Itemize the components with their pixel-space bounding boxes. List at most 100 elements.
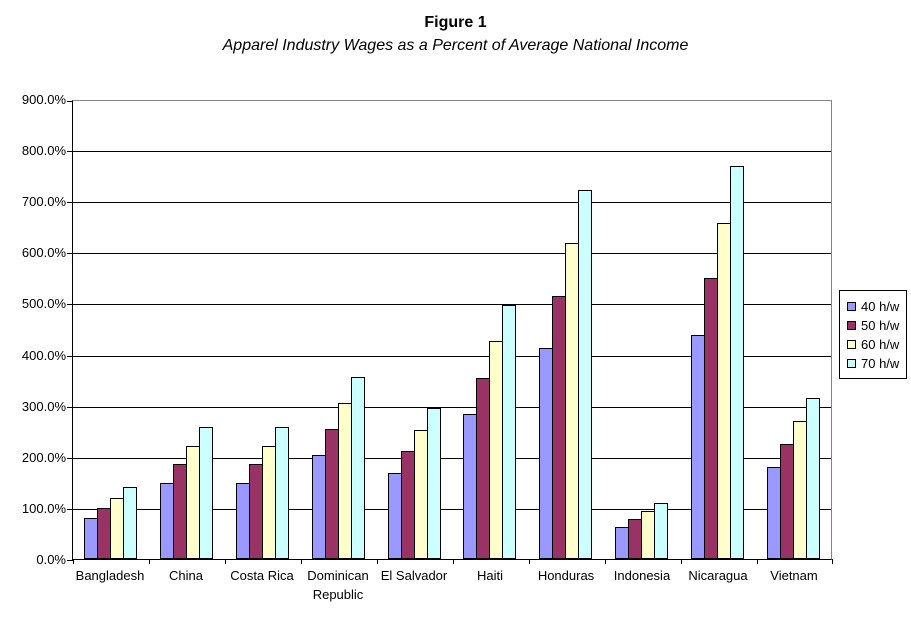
legend-item: 50 h/w: [847, 316, 906, 335]
y-axis-tick-label: 0.0%: [36, 552, 66, 567]
bar-50-h-w: [703, 278, 718, 559]
bar-40-h-w: [539, 348, 554, 559]
x-axis-category-label: Honduras: [537, 568, 595, 583]
y-axis-tick: [67, 406, 73, 408]
x-axis-tick: [225, 559, 226, 564]
x-axis-tick: [149, 559, 150, 564]
x-axis-category-label: Haiti: [476, 568, 503, 583]
y-axis-tick-label: 500.0%: [21, 296, 66, 312]
bar-50-h-w: [324, 429, 339, 559]
bar-group-dominican-republic: [300, 101, 376, 559]
x-axis-category-label: Vietnam: [770, 568, 818, 583]
bar-group-bangladesh: [73, 101, 149, 559]
bar-group-china: [149, 101, 225, 559]
bar-70-h-w: [426, 408, 441, 559]
x-axis-tick: [529, 559, 530, 564]
gridline: [73, 202, 831, 204]
legend-label: 60 h/w: [861, 337, 900, 352]
y-axis-tick: [67, 457, 73, 459]
y-axis-tick: [67, 101, 73, 102]
bar-60-h-w: [640, 511, 655, 559]
y-axis-tick: [67, 151, 73, 153]
bar-40-h-w: [614, 527, 629, 559]
legend-swatch-icon: [847, 359, 856, 368]
legend-swatch-icon: [847, 340, 856, 349]
legend-item: 40 h/w: [847, 297, 906, 316]
bar-group-haiti: [452, 101, 528, 559]
legend-label: 40 h/w: [861, 299, 900, 314]
bar-60-h-w: [337, 403, 352, 559]
bar-50-h-w: [476, 378, 491, 559]
y-axis-tick-label: 300.0%: [21, 398, 66, 414]
bar-60-h-w: [186, 446, 201, 559]
bar-40-h-w: [235, 483, 250, 559]
x-axis-tick: [377, 559, 378, 564]
bar-70-h-w: [805, 398, 820, 559]
x-axis-tick: [605, 559, 606, 564]
bar-50-h-w: [400, 451, 415, 559]
bar-group-el-salvador: [376, 101, 452, 559]
gridline: [73, 457, 831, 459]
gridline: [73, 253, 831, 255]
y-axis-tick: [67, 304, 73, 306]
gridline: [73, 406, 831, 408]
bar-40-h-w: [160, 483, 175, 559]
bar-40-h-w: [84, 518, 99, 559]
bar-70-h-w: [729, 166, 744, 559]
bar-40-h-w: [387, 473, 402, 559]
legend-swatch-icon: [847, 302, 856, 311]
x-axis-category-label: Indonesia: [613, 568, 671, 583]
gridline: [73, 508, 831, 510]
x-axis-category-label: El Salvador: [380, 568, 448, 583]
chart-subtitle: Apparel Industry Wages as a Percent of A…: [222, 37, 689, 54]
x-axis-tick: [757, 559, 758, 564]
x-axis-tick: [73, 559, 74, 564]
bar-60-h-w: [792, 421, 807, 559]
legend-item: 70 h/w: [847, 354, 906, 373]
x-axis-tick: [453, 559, 454, 564]
chart-title-block: Figure 1 Apparel Industry Wages as a Per…: [0, 12, 911, 57]
gridline: [73, 304, 831, 306]
gridline: [73, 151, 831, 153]
legend-item: 60 h/w: [847, 335, 906, 354]
x-axis-tick: [301, 559, 302, 564]
bar-60-h-w: [489, 341, 504, 559]
y-axis-tick-label: 400.0%: [21, 347, 66, 363]
y-axis-tick: [67, 508, 73, 510]
bar-50-h-w: [779, 444, 794, 559]
bar-40-h-w: [766, 467, 781, 559]
bar-50-h-w: [627, 519, 642, 559]
bar-60-h-w: [413, 430, 428, 559]
bar-60-h-w: [716, 223, 731, 559]
y-axis-tick: [67, 355, 73, 357]
legend-label: 50 h/w: [861, 318, 900, 333]
gridline: [73, 355, 831, 357]
x-axis-labels: Bangladesh China Costa Rica Dominican Repub…: [72, 566, 832, 604]
x-axis-category-label: China: [169, 568, 203, 583]
bar-50-h-w: [97, 508, 112, 559]
bar-group-nicaragua: [679, 101, 755, 559]
bar-60-h-w: [565, 243, 580, 559]
x-axis-category-label: Dominican Republic: [307, 568, 369, 602]
chart-title: Figure 1: [424, 14, 487, 31]
bar-50-h-w: [173, 464, 188, 559]
bar-40-h-w: [690, 335, 705, 559]
y-axis-tick: [67, 202, 73, 204]
bar-70-h-w: [199, 427, 214, 559]
bar-50-h-w: [248, 464, 263, 559]
x-axis-tick: [832, 559, 833, 564]
bar-group-indonesia: [604, 101, 680, 559]
bar-70-h-w: [502, 305, 517, 559]
bar-70-h-w: [123, 487, 138, 559]
y-axis-tick-label: 800.0%: [21, 143, 66, 159]
legend-label: 70 h/w: [861, 356, 900, 371]
bar-70-h-w: [578, 190, 593, 559]
x-axis-tick: [681, 559, 682, 564]
bar-40-h-w: [463, 414, 478, 559]
plot-area: [67, 100, 833, 564]
y-axis-tick: [67, 253, 73, 255]
bar-60-h-w: [110, 498, 125, 559]
y-axis-tick-label: 100.0%: [21, 500, 66, 516]
bar-60-h-w: [261, 446, 276, 559]
